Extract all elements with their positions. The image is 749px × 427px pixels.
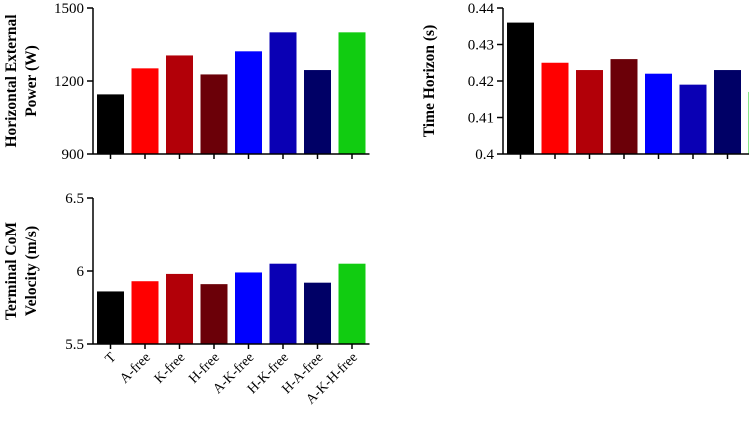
y-tick-label: 0.41 [468,111,494,127]
y-tick-label: 0.4 [475,147,494,163]
bar-T [97,94,124,154]
bar-H-A-free [304,70,331,154]
bar-T [97,291,124,344]
y-tick-label: 1200 [54,74,84,90]
y-tick-label: 5.5 [65,337,84,353]
bar-A-K-free [645,73,672,154]
bar-A-K-free [235,272,262,344]
bar-A-K-free [235,51,262,154]
y-tick-label: 900 [62,147,85,163]
bar-H-K-free [269,32,297,155]
bar-T [507,22,534,154]
bar-K-free [576,70,603,154]
y-tick-label: 0.43 [468,38,494,54]
x-tick-label-A-free: A-free [117,350,153,386]
bar-H-A-free [714,70,741,154]
y-axis-label: Time Horizon (s) [421,25,438,138]
bar-H-K-free [679,84,707,154]
y-tick-label: 0.44 [468,1,495,17]
bar-H-A-free [304,282,331,344]
bar-H-free [200,284,228,344]
chart-1: 900 1200 1500 Horizontal External Power (W) [3,1,370,163]
y-axis-label: Horizontal External [3,14,20,148]
bar-H-free [610,59,638,154]
x-tick-label-K-free: K-free [152,350,188,386]
y-axis-label: Power (W) [23,45,40,117]
bar-A-free [541,62,569,154]
chart-3: 5.566.5TA-freeK-freeH-freeA-K-freeH-K-fr… [3,191,370,408]
y-tick-label: 6.5 [65,191,84,207]
bar-H-free [200,74,228,154]
y-axis-label: Velocity (m/s) [23,226,40,316]
bar-K-free [166,273,193,344]
y-tick-label: 1500 [54,1,84,17]
bar-A-K-H-free [338,32,366,155]
bar-A-free [131,68,159,154]
bar-H-K-free [269,263,297,344]
x-tick-label-T: T [103,350,120,367]
y-tick-label: 0.42 [468,74,494,90]
chart-2: 0.4 0.41 0.42 0.43 0.44 Time Horizon (s) [421,1,749,163]
y-axis-label: Terminal CoM [3,222,20,320]
bar-A-free [131,281,159,344]
bar-K-free [166,55,193,155]
bar-A-K-H-free [338,263,366,344]
y-tick-label: 6 [77,264,85,280]
